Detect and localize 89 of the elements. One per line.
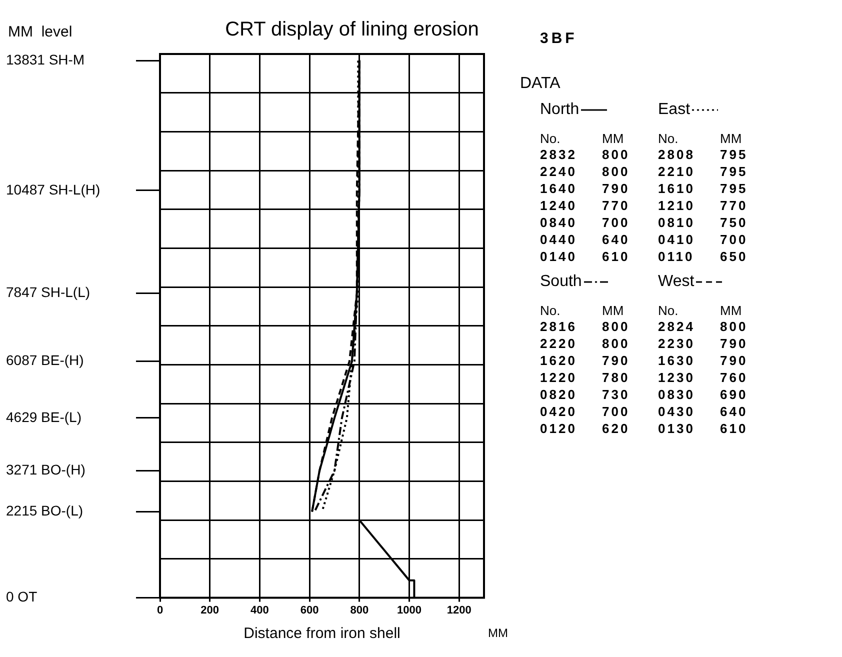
- legend-label: East: [658, 101, 690, 119]
- text: MM: [602, 131, 625, 146]
- y-tick-label: 10487 SH-L(H): [6, 181, 100, 198]
- text: 790: [720, 352, 749, 369]
- text: 770: [720, 197, 749, 214]
- text: 700: [602, 403, 631, 420]
- text: 0430: [658, 403, 696, 420]
- text: 780: [602, 369, 631, 386]
- text: 640: [602, 231, 631, 248]
- text: 1640: [540, 180, 578, 197]
- text: 795: [720, 180, 749, 197]
- text: 0110: [658, 248, 696, 265]
- x-tick-label: 800: [350, 604, 369, 616]
- y-tick-label: 3271 BO-(H): [6, 462, 86, 478]
- x-tick-label: 400: [250, 604, 269, 616]
- y-tick-label: 7847 SH-L(L): [6, 284, 90, 300]
- y-tick-label: 0 OT: [6, 588, 38, 605]
- text: 800: [720, 318, 749, 335]
- y-tick-label: 6087 BE-(H): [6, 352, 84, 368]
- text: 730: [602, 386, 631, 403]
- text: 795: [720, 146, 749, 163]
- text: 2824: [658, 318, 696, 335]
- text: DATA: [520, 75, 562, 93]
- text: 1610: [658, 180, 696, 197]
- text: 2832: [540, 146, 578, 163]
- text: 1630: [658, 352, 696, 369]
- text: 800: [602, 146, 631, 163]
- text: MM: [720, 303, 742, 318]
- y-axis-title: MM level: [8, 24, 72, 41]
- text: 0420: [540, 403, 578, 420]
- text: 0410: [658, 231, 696, 248]
- x-tick-label: 600: [300, 604, 319, 616]
- text: 0130: [658, 420, 696, 437]
- text: 3BF: [540, 30, 578, 47]
- text: 790: [720, 335, 749, 352]
- text: 0820: [540, 386, 578, 403]
- text: 760: [720, 369, 749, 386]
- text: 2816: [540, 318, 578, 335]
- text: 2210: [658, 163, 696, 180]
- y-tick-label: 2215 BO-(L): [6, 502, 84, 519]
- text: MM: [488, 626, 508, 640]
- text: MM: [720, 131, 742, 146]
- y-tick-label: 13831 SH-M: [6, 51, 85, 68]
- text: 0840: [540, 214, 578, 231]
- text: No.: [540, 303, 560, 318]
- text: 0810: [658, 214, 696, 231]
- text: 1230: [658, 369, 696, 386]
- text: 700: [602, 214, 631, 231]
- x-tick-label: 1200: [446, 604, 472, 616]
- text: 610: [720, 420, 749, 437]
- text: 620: [602, 420, 631, 437]
- text: 750: [720, 214, 749, 231]
- text: 1620: [540, 352, 578, 369]
- text: MM: [602, 303, 624, 318]
- text: 800: [602, 335, 631, 352]
- text: 700: [720, 231, 749, 248]
- text: 800: [602, 318, 631, 335]
- legend-label: North: [540, 101, 580, 119]
- text: 0440: [540, 231, 578, 248]
- text: 640: [720, 403, 749, 420]
- text: 690: [720, 386, 749, 403]
- text: 800: [602, 163, 631, 180]
- text: 790: [602, 180, 631, 197]
- text: 790: [602, 352, 631, 369]
- text: 610: [602, 248, 631, 265]
- text: 2230: [658, 335, 696, 352]
- text: 770: [602, 197, 631, 214]
- text: 795: [720, 163, 749, 180]
- x-axis-title: Distance from iron shell: [244, 625, 400, 642]
- text: 1220: [540, 369, 578, 386]
- text: 2240: [540, 163, 578, 180]
- x-tick-label: 0: [156, 604, 164, 616]
- text: 1210: [658, 197, 696, 214]
- text: No.: [540, 131, 562, 146]
- text: 1240: [540, 197, 578, 214]
- text: 2220: [540, 335, 578, 352]
- text: No.: [658, 303, 678, 318]
- text: No.: [658, 131, 678, 146]
- x-tick-label: 200: [200, 604, 220, 616]
- legend-label: West: [658, 273, 694, 291]
- text: 2808: [658, 146, 696, 163]
- text: 0830: [658, 386, 696, 403]
- chart-title: CRT display of lining erosion: [225, 18, 479, 41]
- text: 650: [720, 248, 749, 265]
- legend-label: South: [540, 273, 582, 291]
- text: 0120: [540, 420, 578, 437]
- text: 0140: [540, 248, 578, 265]
- x-tick-label: 1000: [396, 604, 422, 616]
- y-tick-label: 4629 BE-(L): [6, 408, 82, 425]
